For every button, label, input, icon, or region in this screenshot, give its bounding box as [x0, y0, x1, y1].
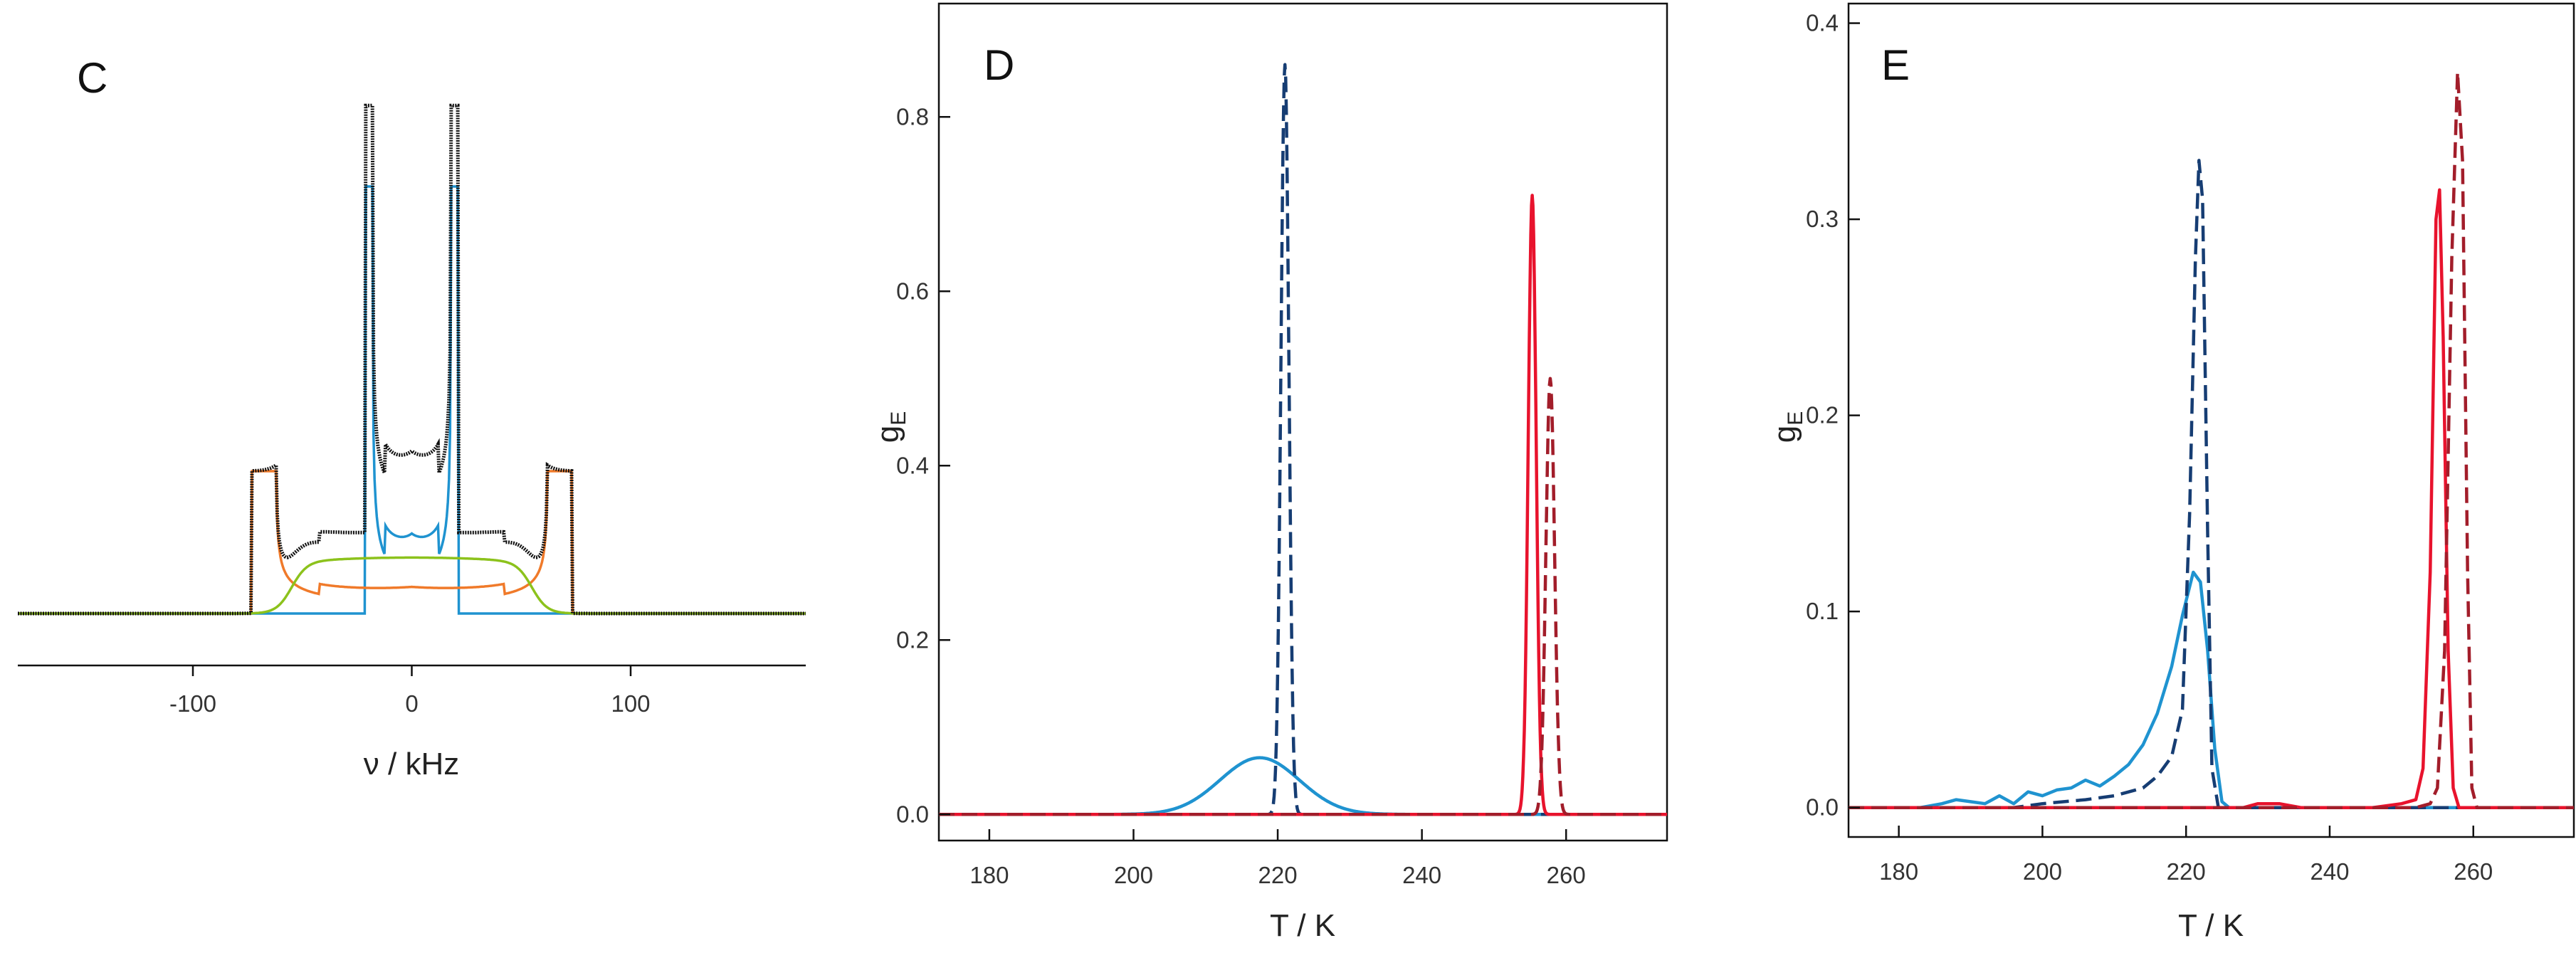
- y-tick-label: 0.1: [1806, 598, 1839, 624]
- panel-c-x-tick-label: -100: [169, 690, 216, 717]
- x-tick-label: 260: [1547, 862, 1586, 888]
- panel-c: C -100 0 100 ν / kHz: [18, 54, 806, 781]
- panel-e-ticks: 180 200 220 240 260 0.0 0.1 0.2 0.3 0.4: [1806, 10, 2493, 885]
- panel-c-x-tick-label: 100: [611, 690, 650, 717]
- panel-d-y-axis-title-sub: E: [887, 411, 910, 426]
- panel-d-x-axis-title: T / K: [1270, 908, 1335, 943]
- x-tick-label: 200: [1114, 862, 1153, 888]
- panel-label-d: D: [984, 41, 1014, 89]
- series-line-2: [1849, 188, 2574, 809]
- panel-d-y-axis-title: gE: [871, 411, 910, 443]
- x-tick-label: 240: [2310, 858, 2349, 885]
- x-tick-label: 180: [969, 862, 1009, 888]
- panel-c-x-tick-label: 0: [405, 690, 418, 717]
- series-line-3: [937, 377, 1668, 816]
- x-tick-label: 180: [1879, 858, 1918, 885]
- y-tick-label: 0.4: [1806, 10, 1839, 36]
- y-tick-label: 0.4: [896, 452, 929, 478]
- y-tick-label: 0.0: [896, 801, 929, 827]
- y-tick-label: 0.3: [1806, 206, 1839, 232]
- y-tick-label: 0.2: [1806, 402, 1839, 428]
- panel-c-series-line-0: [18, 103, 806, 616]
- x-tick-label: 260: [2454, 858, 2493, 885]
- panel-d: D 180 200 220 240 260 0.0 0.2 0.4 0.6 0.8 T / K g…: [871, 2, 1668, 943]
- panel-c-series-line-2: [18, 470, 806, 615]
- x-tick-label: 240: [1402, 862, 1441, 888]
- panel-e-series: [1849, 70, 2574, 809]
- panel-label-c: C: [77, 54, 107, 102]
- series-line-1: [1849, 159, 2574, 809]
- panel-d-series: [937, 63, 1668, 816]
- x-tick-label: 200: [2023, 858, 2062, 885]
- series-line-0: [1849, 570, 2574, 809]
- panel-d-frame: [937, 2, 1668, 842]
- x-tick-label: 220: [2167, 858, 2206, 885]
- panel-c-ticks: -100 0 100: [169, 665, 651, 717]
- panel-e-y-axis-title-main: g: [1767, 426, 1802, 443]
- y-tick-label: 0.8: [896, 103, 929, 130]
- panel-c-series: [18, 103, 806, 616]
- y-tick-label: 0.2: [896, 626, 929, 653]
- y-tick-label: 0.0: [1806, 794, 1839, 821]
- panel-e-frame: [1847, 2, 2575, 838]
- panel-d-ticks: 180 200 220 240 260 0.0 0.2 0.4 0.6 0.8: [896, 103, 1586, 888]
- panel-label-e: E: [1881, 41, 1910, 89]
- panel-d-y-axis-title-main: g: [871, 426, 905, 443]
- x-tick-label: 220: [1258, 862, 1298, 888]
- panel-e-y-axis-title-sub: E: [1784, 411, 1807, 426]
- panel-c-x-axis-title: ν / kHz: [364, 747, 459, 781]
- panel-e-x-axis-title: T / K: [2178, 908, 2244, 943]
- panel-c-series-line-3: [18, 556, 806, 615]
- series-line-3: [1849, 70, 2574, 809]
- panel-c-series-line-1: [18, 185, 806, 615]
- panel-e-y-axis-title: gE: [1767, 411, 1807, 443]
- y-tick-label: 0.6: [896, 278, 929, 304]
- panel-e: E 180 200 220 240 260 0.0 0.1 0.2 0.3 0.4 T / K g…: [1767, 2, 2575, 943]
